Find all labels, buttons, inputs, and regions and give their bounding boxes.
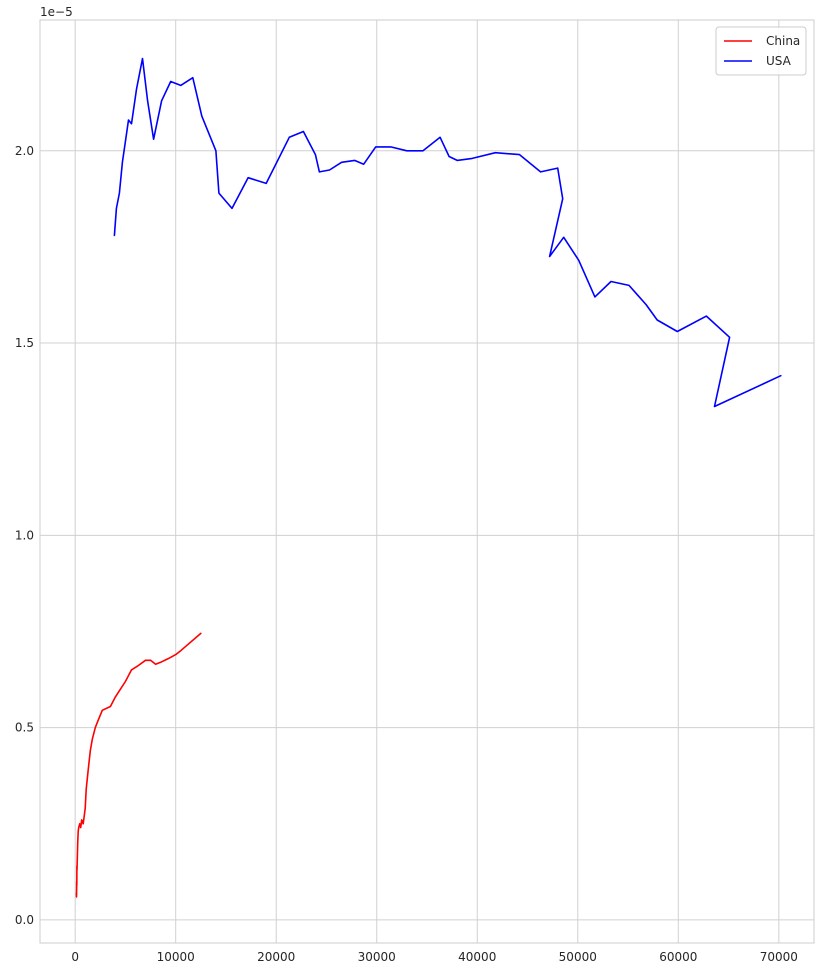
legend: China USA (715, 26, 807, 76)
x-tick-label: 70000 (760, 950, 798, 964)
plot-area (39, 19, 815, 944)
x-tick-label: 50000 (559, 950, 597, 964)
x-tick-label: 30000 (358, 950, 396, 964)
legend-label-usa: USA (766, 54, 792, 68)
x-tick-label: 40000 (458, 950, 496, 964)
series-line-usa (113, 57, 782, 408)
y-tick-label: 0.5 (15, 721, 34, 735)
y-axis-ticks: 0.0 0.5 1.0 1.5 2.0 (15, 144, 34, 927)
x-tick-label: 0 (71, 950, 79, 964)
grid-lines (40, 20, 814, 943)
x-tick-label: 60000 (659, 950, 697, 964)
x-tick-label: 10000 (157, 950, 195, 964)
y-axis-offset-text: 1e−5 (40, 5, 73, 19)
series-layer (75, 57, 782, 898)
y-tick-label: 1.5 (15, 336, 34, 350)
legend-box (715, 26, 807, 76)
x-tick-label: 20000 (257, 950, 295, 964)
legend-label-china: China (766, 34, 800, 48)
y-tick-label: 0.0 (15, 913, 34, 927)
y-tick-label: 1.0 (15, 528, 34, 542)
x-axis-ticks: 0 10000 20000 30000 40000 50000 60000 70000 (71, 950, 798, 964)
y-tick-label: 2.0 (15, 144, 34, 158)
series-line-china (75, 632, 202, 898)
